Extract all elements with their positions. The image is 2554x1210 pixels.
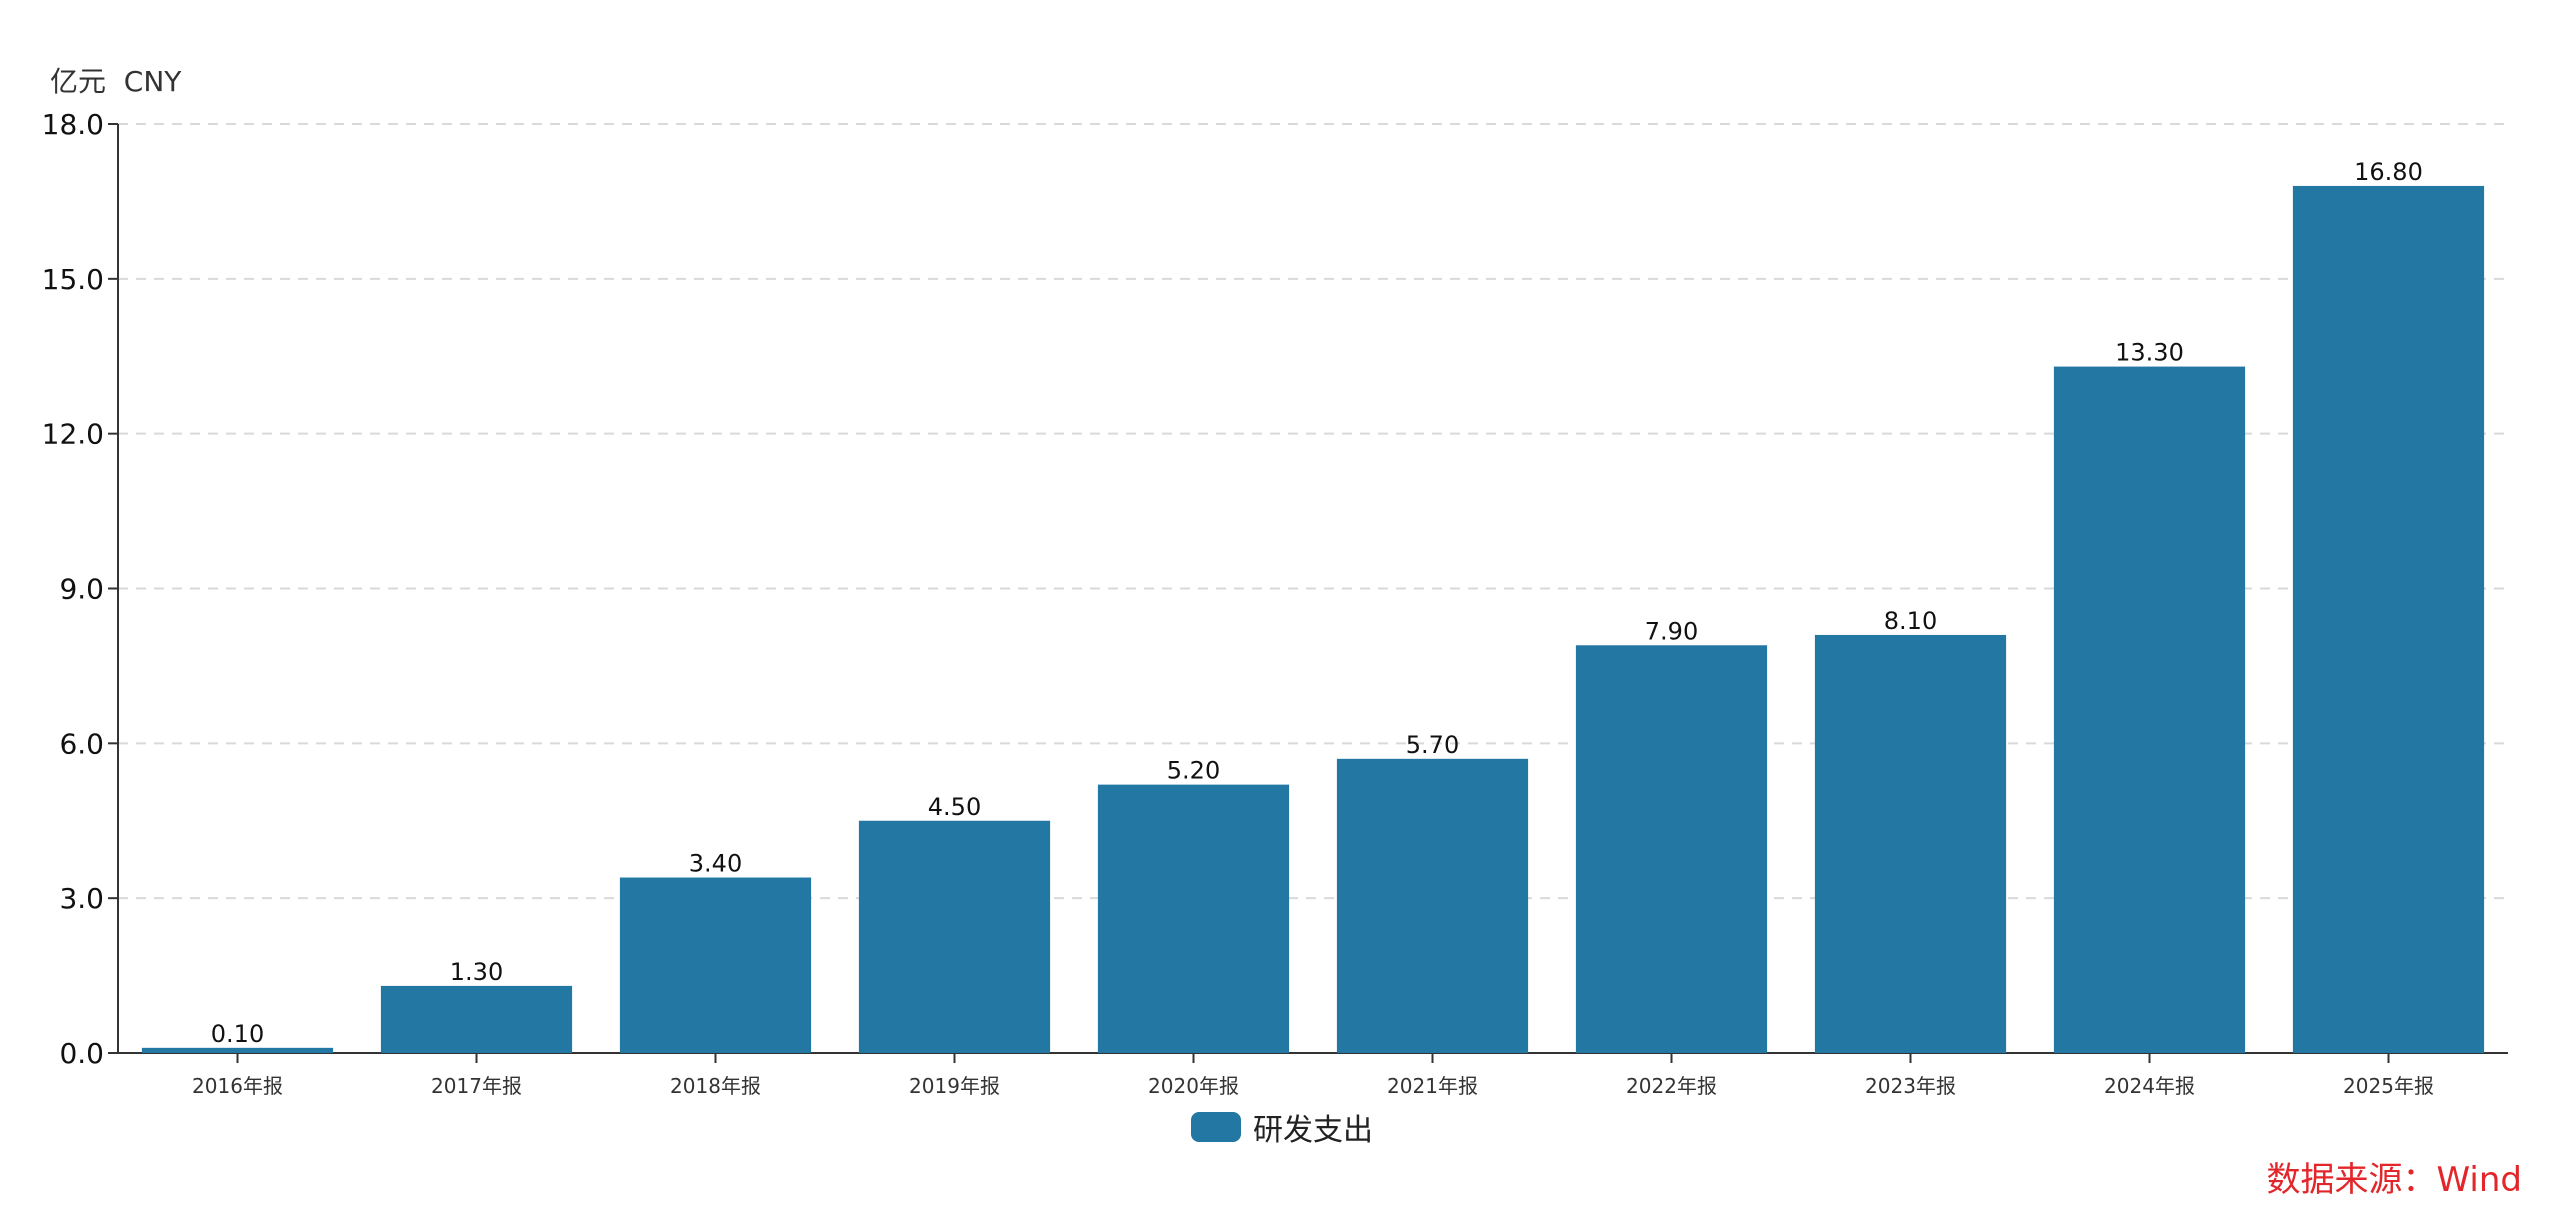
- y-tick-label: 12.0: [42, 418, 104, 451]
- bar[interactable]: [141, 1047, 334, 1053]
- bar[interactable]: [2053, 366, 2246, 1053]
- data-label: 13.30: [2115, 339, 2184, 367]
- legend: 研发支出: [0, 1102, 2554, 1152]
- bar[interactable]: [619, 877, 812, 1053]
- data-labels: 0.10 1.30 3.40 4.50 5.20 5.70 7.90 8.10 13.30 16.…: [211, 158, 2423, 1048]
- x-tick-label: 2024年报: [2104, 1074, 2195, 1098]
- bar-chart: 0.03.06.09.012.015.018.0 2016年报 2017年报 201…: [42, 108, 2508, 1098]
- bars: [141, 185, 2485, 1053]
- y-axis-unit-label: 亿元 CNY: [50, 65, 182, 98]
- y-tick-label: 6.0: [59, 727, 104, 760]
- y-tick-label: 3.0: [59, 882, 104, 915]
- data-source-note: 数据来源：Wind: [2266, 1160, 2522, 1200]
- data-label: 5.70: [1406, 731, 1459, 759]
- x-tick-label: 2023年报: [1865, 1074, 1956, 1098]
- legend-swatch: [1191, 1112, 1241, 1142]
- x-axis: 2016年报 2017年报 2018年报 2019年报 2020年报 2021年报 2022…: [118, 1052, 2508, 1098]
- bar[interactable]: [1814, 634, 2007, 1053]
- x-tick-label: 2018年报: [670, 1074, 761, 1098]
- y-axis: 0.0 3.0 6.0 9.0 12.0 15.0 18.0: [42, 108, 119, 1070]
- x-tick-label: 2021年报: [1387, 1074, 1478, 1098]
- y-tick-label: 15.0: [42, 263, 104, 296]
- data-label: 16.80: [2354, 158, 2423, 186]
- x-tick-label: 2020年报: [1148, 1074, 1239, 1098]
- bar[interactable]: [1097, 784, 1290, 1053]
- bar[interactable]: [2292, 185, 2485, 1053]
- x-tick-label: 2016年报: [192, 1074, 283, 1098]
- x-tick-label: 2022年报: [1626, 1074, 1717, 1098]
- y-tick-label: 9.0: [59, 573, 104, 606]
- y-tick-label: 0.0: [59, 1037, 104, 1070]
- data-label: 7.90: [1645, 617, 1698, 645]
- data-label: 4.50: [928, 793, 981, 821]
- data-label: 8.10: [1884, 607, 1937, 635]
- data-label: 5.20: [1167, 757, 1220, 785]
- legend-label: 研发支出: [1253, 1113, 1373, 1148]
- data-label: 1.30: [450, 958, 503, 986]
- grid-lines: [118, 123, 2508, 900]
- bar[interactable]: [380, 985, 573, 1053]
- x-tick-label: 2017年报: [431, 1074, 522, 1098]
- bar[interactable]: [1336, 758, 1529, 1053]
- bar[interactable]: [1575, 645, 1768, 1053]
- bar[interactable]: [858, 820, 1051, 1053]
- x-tick-label: 2025年报: [2343, 1074, 2434, 1098]
- legend-item[interactable]: 研发支出: [1191, 1105, 1373, 1149]
- x-tick-label: 2019年报: [909, 1074, 1000, 1098]
- data-label: 3.40: [689, 850, 742, 878]
- data-label: 0.10: [211, 1020, 264, 1048]
- y-tick-label: 18.0: [42, 108, 104, 141]
